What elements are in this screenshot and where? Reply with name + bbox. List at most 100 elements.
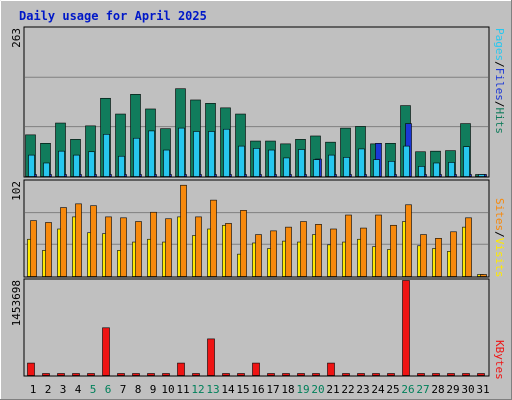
bar-kbytes-day-13 [207, 338, 215, 376]
bar-sites-day-13 [210, 199, 217, 277]
x-axis-day-label-8: 8 [135, 383, 142, 396]
bar-sites-day-27 [420, 234, 427, 277]
bar-pages-day-24 [373, 159, 380, 177]
sites-legend: Sites/Visits [493, 198, 506, 278]
x-axis-day-label-5: 5 [90, 383, 97, 396]
bar-sites-day-29 [450, 231, 457, 277]
chart-bars [25, 76, 488, 376]
bar-kbytes-day-27 [417, 373, 425, 376]
bar-kbytes-day-23 [357, 373, 365, 376]
bar-kbytes-day-15 [237, 373, 245, 376]
kbytes-legend: KBytes [493, 340, 506, 380]
legend-item: Pages [493, 28, 506, 61]
x-axis-day-label-26: 26 [401, 383, 414, 396]
bar-sites-day-16 [255, 234, 262, 277]
bar-pages-day-4 [73, 154, 80, 177]
bar-sites-day-2 [45, 222, 52, 277]
legend-label-group: KBytes [493, 340, 506, 380]
x-axis-day-label-16: 16 [251, 383, 264, 396]
y-axis-max-sites-label: 102 [10, 181, 23, 201]
bar-pages-day-7 [118, 155, 125, 177]
bar-kbytes-day-31 [477, 373, 485, 376]
bar-pages-day-5 [88, 151, 95, 177]
x-axis-day-label-18: 18 [281, 383, 294, 396]
x-axis-day-label-31: 31 [476, 383, 489, 396]
bar-pages-day-19 [298, 149, 305, 177]
bar-kbytes-day-22 [342, 373, 350, 376]
bar-kbytes-day-7 [117, 373, 125, 376]
bar-sites-day-10 [165, 218, 172, 277]
bar-kbytes-day-24 [372, 373, 380, 376]
bar-pages-day-22 [343, 157, 350, 177]
x-axis-day-label-19: 19 [296, 383, 309, 396]
bar-kbytes-day-4 [72, 373, 80, 376]
bar-kbytes-day-17 [267, 373, 275, 376]
x-axis-day-label-2: 2 [45, 383, 52, 396]
bar-pages-day-31 [478, 174, 485, 177]
bar-kbytes-day-8 [132, 373, 140, 376]
bar-pages-day-20 [313, 159, 320, 177]
legend-item: Files [493, 68, 506, 101]
x-axis-day-label-23: 23 [356, 383, 369, 396]
bar-sites-day-8 [135, 221, 142, 277]
x-axis-day-label-25: 25 [386, 383, 399, 396]
bar-pages-day-11 [178, 127, 185, 177]
bar-kbytes-day-5 [87, 373, 95, 376]
x-axis-day-label-20: 20 [311, 383, 324, 396]
x-axis-day-label-10: 10 [161, 383, 174, 396]
bar-kbytes-day-6 [102, 327, 110, 376]
bar-pages-day-8 [133, 137, 140, 177]
legend-item: Sites [493, 198, 506, 231]
bar-kbytes-day-25 [387, 373, 395, 376]
bar-kbytes-day-21 [327, 362, 335, 376]
x-axis-day-label-3: 3 [60, 383, 67, 396]
x-axis-day-label-28: 28 [431, 383, 444, 396]
bar-pages-day-25 [388, 161, 395, 177]
bar-kbytes-day-1 [27, 362, 35, 376]
bar-kbytes-day-18 [282, 373, 290, 376]
chart-title: Daily usage for April 2025 [19, 9, 207, 23]
bar-pages-day-30 [463, 146, 470, 177]
bar-kbytes-day-10 [162, 373, 170, 376]
bar-sites-day-12 [195, 216, 202, 277]
bar-pages-day-18 [283, 157, 290, 177]
bar-sites-day-5 [90, 205, 97, 277]
x-axis-day-label-30: 30 [461, 383, 474, 396]
bar-pages-day-16 [253, 148, 260, 177]
bar-sites-day-25 [390, 224, 397, 277]
x-axis-day-label-14: 14 [221, 383, 235, 396]
x-axis-day-label-21: 21 [326, 383, 339, 396]
bar-pages-day-28 [433, 162, 440, 177]
bar-kbytes-day-28 [432, 373, 440, 376]
x-axis-day-label-29: 29 [446, 383, 459, 396]
bar-pages-day-2 [43, 162, 50, 177]
bar-kbytes-day-20 [312, 373, 320, 376]
bar-sites-day-26 [405, 204, 412, 277]
bar-sites-day-14 [225, 223, 232, 277]
x-axis-day-label-15: 15 [236, 383, 249, 396]
x-axis-day-label-22: 22 [341, 383, 354, 396]
bar-kbytes-day-3 [57, 373, 65, 376]
bar-sites-day-7 [120, 217, 127, 277]
legend-item: / [493, 61, 506, 68]
legend-label-group: Sites/Visits [493, 198, 506, 278]
bar-pages-day-13 [208, 131, 215, 177]
legend-item: Visits [493, 238, 506, 278]
bar-sites-day-31 [480, 274, 487, 277]
bar-pages-day-12 [193, 131, 200, 177]
bar-sites-day-3 [60, 207, 67, 277]
bar-sites-day-28 [435, 238, 442, 277]
bar-pages-day-14 [223, 128, 230, 177]
bar-sites-day-17 [270, 230, 277, 277]
legend-item: KBytes [493, 340, 506, 380]
kbytes-panel: 1453698 KBytes [10, 278, 506, 380]
bar-pages-day-23 [358, 148, 365, 177]
legend-item: / [493, 231, 506, 238]
bar-kbytes-day-2 [42, 373, 50, 376]
bar-pages-day-21 [328, 154, 335, 177]
bar-pages-day-6 [103, 133, 110, 177]
x-axis-day-label-27: 27 [416, 383, 429, 396]
bar-sites-day-4 [75, 203, 82, 277]
hits-legend: Pages/Files/Hits [493, 28, 506, 134]
